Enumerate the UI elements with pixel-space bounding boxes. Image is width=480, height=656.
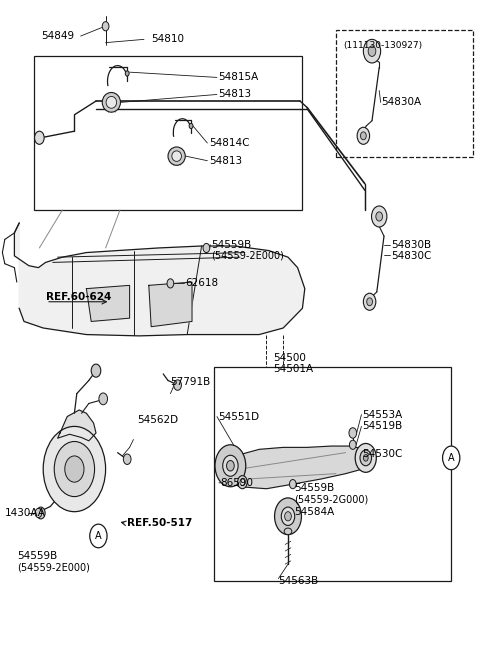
Circle shape — [360, 450, 372, 466]
Text: 54815A: 54815A — [218, 72, 259, 83]
Ellipse shape — [172, 151, 181, 161]
Text: 54813: 54813 — [218, 89, 252, 100]
Bar — [336, 30, 473, 157]
Polygon shape — [58, 410, 96, 441]
Text: 54553A: 54553A — [362, 409, 403, 420]
Circle shape — [355, 443, 376, 472]
Circle shape — [363, 293, 376, 310]
Text: 54562D: 54562D — [137, 415, 178, 425]
Circle shape — [215, 445, 246, 487]
Circle shape — [357, 127, 370, 144]
Bar — [34, 56, 302, 210]
Circle shape — [443, 446, 460, 470]
Text: 54559B: 54559B — [211, 239, 252, 250]
Circle shape — [123, 454, 131, 464]
Text: 54849: 54849 — [41, 31, 74, 41]
Circle shape — [363, 39, 381, 63]
Ellipse shape — [168, 147, 185, 165]
Polygon shape — [86, 285, 130, 321]
Text: 54584A: 54584A — [294, 506, 334, 517]
Circle shape — [368, 46, 376, 56]
Circle shape — [99, 393, 108, 405]
Circle shape — [349, 428, 357, 438]
Circle shape — [289, 480, 296, 489]
Circle shape — [189, 123, 193, 129]
Circle shape — [240, 479, 245, 485]
Text: 62618: 62618 — [185, 278, 218, 289]
Circle shape — [363, 455, 368, 461]
Circle shape — [349, 440, 356, 449]
Circle shape — [102, 22, 109, 31]
Circle shape — [91, 364, 101, 377]
Text: REF.60-624: REF.60-624 — [46, 292, 111, 302]
Circle shape — [174, 380, 181, 390]
Ellipse shape — [106, 96, 117, 108]
Circle shape — [35, 508, 42, 518]
Circle shape — [65, 456, 84, 482]
Circle shape — [223, 455, 238, 476]
Polygon shape — [221, 446, 374, 489]
Circle shape — [281, 507, 295, 525]
Text: (111130-130927): (111130-130927) — [343, 41, 422, 51]
Circle shape — [36, 507, 45, 519]
Text: (54559-2E000): (54559-2E000) — [17, 562, 90, 573]
Text: (54559-2E000): (54559-2E000) — [211, 251, 284, 261]
Circle shape — [360, 132, 366, 140]
Text: 1430AA: 1430AA — [5, 508, 46, 518]
Circle shape — [275, 498, 301, 535]
Text: 54830B: 54830B — [391, 239, 432, 250]
Text: 54559B: 54559B — [17, 551, 57, 562]
Circle shape — [90, 524, 107, 548]
Text: 54500: 54500 — [274, 353, 306, 363]
Text: 57791B: 57791B — [170, 377, 211, 387]
Text: A: A — [95, 531, 102, 541]
Bar — [214, 367, 451, 581]
Circle shape — [35, 131, 44, 144]
Circle shape — [43, 426, 106, 512]
Text: 54830A: 54830A — [382, 97, 422, 108]
Text: (54559-2G000): (54559-2G000) — [294, 495, 368, 505]
Circle shape — [285, 512, 291, 521]
Ellipse shape — [102, 92, 120, 112]
Text: A: A — [448, 453, 455, 463]
Circle shape — [227, 461, 234, 471]
Text: 54551D: 54551D — [218, 411, 260, 422]
Text: 54813: 54813 — [209, 155, 242, 166]
Circle shape — [372, 206, 387, 227]
Circle shape — [125, 71, 129, 76]
Circle shape — [238, 476, 247, 489]
Text: 54814C: 54814C — [209, 138, 249, 148]
Text: 54810: 54810 — [151, 34, 184, 45]
Circle shape — [54, 441, 95, 497]
Text: REF.50-517: REF.50-517 — [127, 518, 192, 529]
Circle shape — [367, 298, 372, 306]
Circle shape — [376, 212, 383, 221]
Text: 54563B: 54563B — [278, 575, 319, 586]
Circle shape — [203, 243, 210, 253]
Text: 54530C: 54530C — [362, 449, 403, 459]
Text: 54559B: 54559B — [294, 483, 334, 493]
Text: 54830C: 54830C — [391, 251, 432, 262]
Polygon shape — [149, 282, 192, 327]
Ellipse shape — [284, 528, 292, 535]
Text: 54501A: 54501A — [274, 364, 314, 375]
Text: 54519B: 54519B — [362, 421, 403, 432]
Circle shape — [167, 279, 174, 288]
Text: 86590: 86590 — [220, 478, 253, 488]
Polygon shape — [14, 223, 305, 336]
